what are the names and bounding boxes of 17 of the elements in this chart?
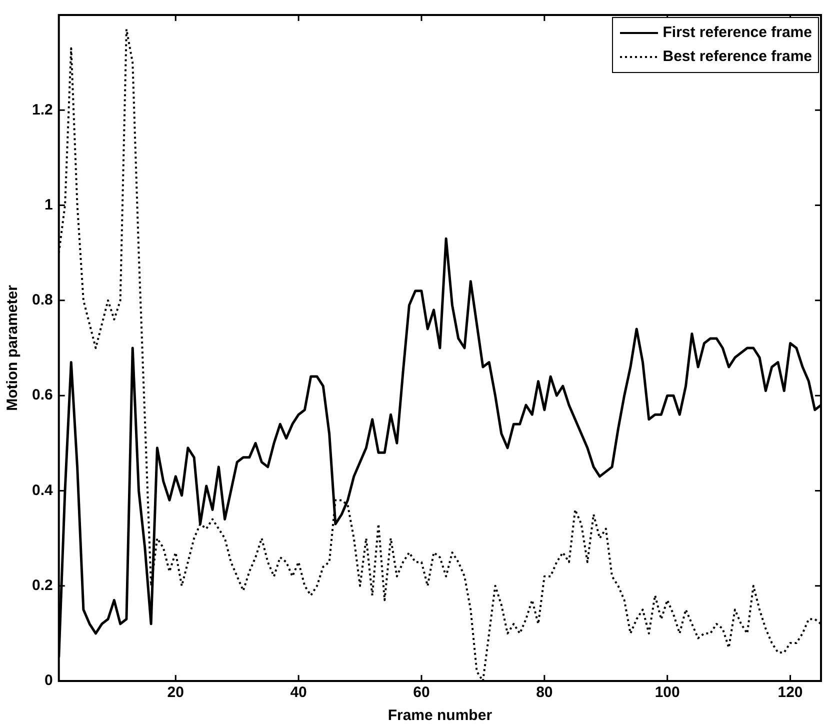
x-tick-label: 100	[654, 684, 680, 702]
y-axis-title: Motion parameter	[4, 284, 22, 411]
y-tick-label: 0.6	[32, 386, 53, 404]
x-tick-label: 40	[290, 684, 307, 702]
y-tick-label: 0.4	[32, 482, 54, 499]
legend-label: First reference frame	[662, 23, 812, 43]
y-tick-label: 0	[44, 672, 53, 690]
y-tick-label: 0.2	[32, 577, 53, 594]
x-tick-label: 80	[536, 684, 553, 702]
y-tick-label: 0.8	[32, 292, 53, 309]
x-tick-label: 120	[778, 684, 803, 702]
y-tick-label: 1.2	[32, 101, 53, 118]
x-tick-label: 60	[413, 684, 430, 702]
y-tick-label: 1	[44, 196, 53, 214]
x-tick-label: 20	[167, 684, 184, 702]
legend-label: Best reference frame	[662, 47, 812, 67]
x-axis-title: Frame number	[388, 707, 492, 724]
